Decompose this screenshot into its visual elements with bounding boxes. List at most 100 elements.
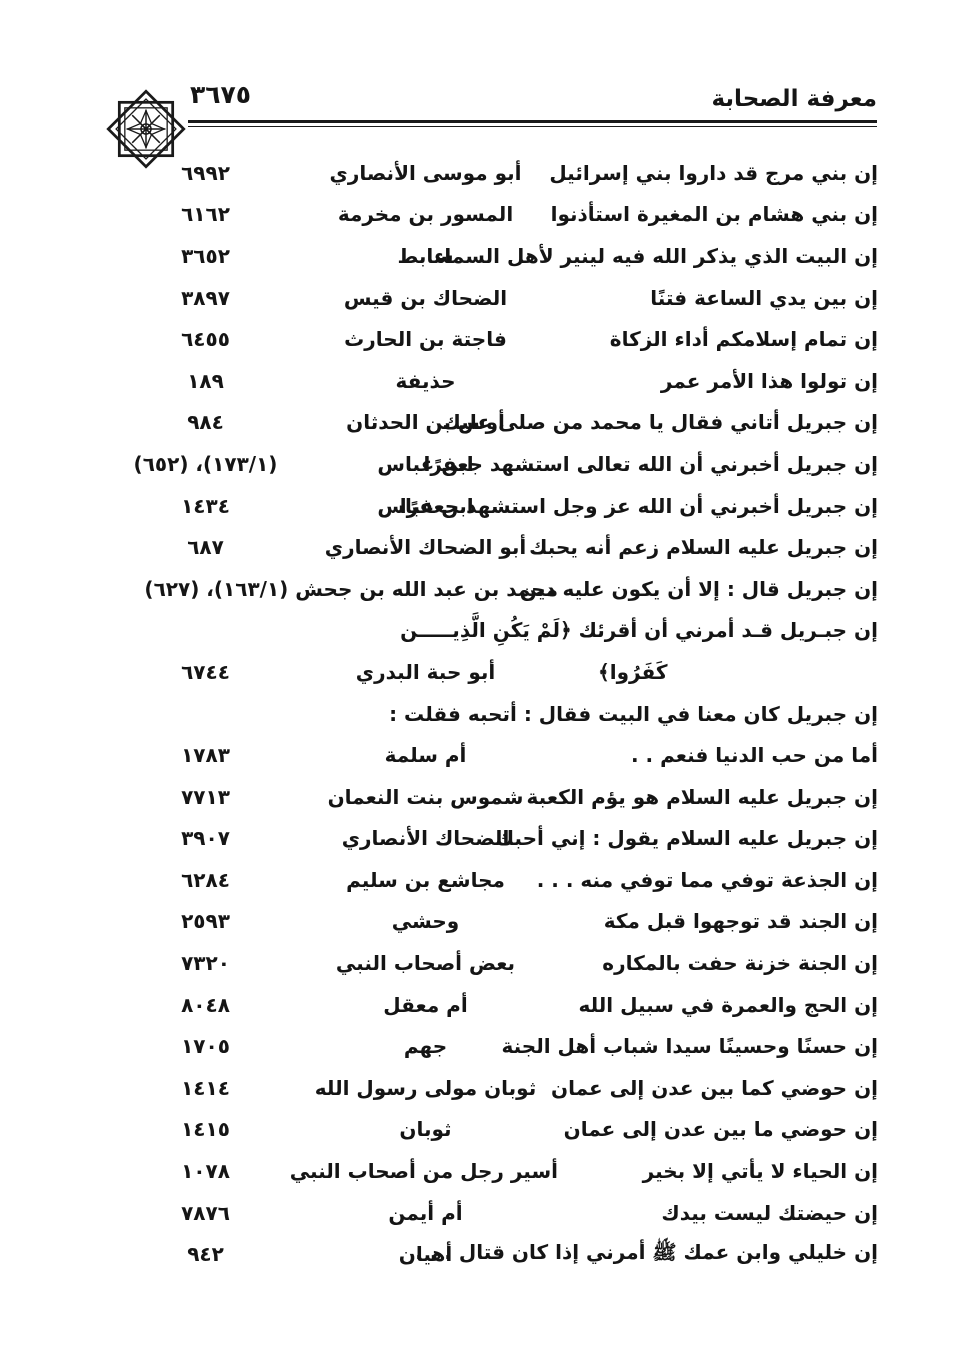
hadith-text: إن جبـريل قـد أمرني أن أقرئك ﴿لَمْ يَكُن…	[400, 618, 878, 643]
hadith-text: إن حوضي ما بين عدن إلى عمان	[563, 1117, 878, 1142]
narrator-name: جهم	[403, 1034, 448, 1059]
entry-number: ٩٨٤	[187, 410, 224, 435]
entry-number: ١٤١٥	[181, 1117, 230, 1142]
entry-number: ١٧٠٥	[181, 1034, 230, 1059]
index-row: إن جبريل أخبرني أن الله تعالى استشهد جعف…	[118, 443, 878, 485]
index-row: أما من حب الدنيا فنعم . . أم سلمة ١٧٨٣	[118, 734, 878, 776]
entry-number: ٦٢٨٤	[181, 867, 230, 892]
narrator-name: أبو موسى الأنصاري	[329, 160, 522, 185]
narrator-name: وحشي	[391, 909, 460, 934]
page-number: ٣٦٧٥	[190, 80, 252, 109]
index-row: إن بني مرج قد داروا بني إسرائيل أبو موسى …	[118, 152, 878, 194]
hadith-text: إن البيت الذي يذكر الله فيه لينير لأهل ا…	[434, 243, 878, 268]
hadith-text: إن حيضتك ليست بيدك	[661, 1200, 878, 1225]
entry-number: ١٧٨٣	[181, 743, 230, 768]
entry-number: (١٧٣/١)، (٦٥٢)	[133, 451, 278, 476]
hadith-text: إن الحج والعمرة في سبيل الله	[578, 992, 878, 1017]
hadith-text: إن بين يدي الساعة فتنًا	[650, 285, 878, 310]
hadith-text: إن خليلي وابن عمك ﷺ أمرني إذا كان قتال .…	[415, 1239, 878, 1264]
entry-number: ١٤١٤	[181, 1075, 230, 1100]
index-row: إن جبريل عليه السلام يقول : إني أحبك الضح…	[118, 818, 878, 860]
narrator-name: شموس بنت النعمان	[327, 784, 524, 809]
index-row: إن تولوا هذا الأمر عمر حذيفة ١٨٩	[118, 360, 878, 402]
index-row: إن الجنة خزنة حفت بالمكاره بعض أصحاب النب…	[118, 942, 878, 984]
hadith-text: إن حوضي كما بين عدن إلى عمان	[551, 1075, 878, 1100]
narrator-name: ثوبان	[399, 1117, 452, 1142]
narrator-name: الضحاك الأنصاري	[341, 826, 510, 851]
hadith-text: إن الجند قد توجهوا قبل مكة	[603, 909, 878, 934]
index-row: إن بين يدي الساعة فتنًا الضحاك بن قيس ٣٨٩٧	[118, 277, 878, 319]
hadith-text: إن جبريل كان معنا في البيت فقال : أتحبه …	[389, 701, 878, 726]
hadith-text: إن جبريل عليه السلام يقول : إني أحبك	[495, 826, 878, 851]
entry-number: ٢٥٩٣	[181, 909, 230, 934]
entry-number: ٦٤٥٥	[181, 327, 230, 352]
hadith-text: إن تولوا هذا الأمر عمر	[660, 368, 878, 393]
narrator-name: أوس بن الحدثان	[346, 410, 505, 435]
hadith-text: إن بني مرج قد داروا بني إسرائيل	[549, 160, 878, 185]
book-title: معرفة الصحابة	[711, 86, 877, 112]
narrator-name: سابط	[397, 243, 454, 268]
hadith-text: كَفَرُوا﴾	[598, 659, 668, 684]
index-row: إن جبريل كان معنا في البيت فقال : أتحبه …	[118, 693, 878, 735]
entry-number: ٧٣٢٠	[181, 951, 230, 976]
index-list: إن بني مرج قد داروا بني إسرائيل أبو موسى …	[118, 152, 878, 1275]
entry-number: ١٤٣٤	[181, 493, 230, 518]
narrator-name: أبو الضحاك الأنصاري	[324, 535, 527, 560]
index-row: إن حسنًا وحسينًا سيدا شباب أهل الجنة جهم ١…	[118, 1025, 878, 1067]
entry-number: ١٨٩	[187, 368, 224, 393]
narrator-name: أسير رجل من أصحاب النبي	[289, 1159, 558, 1184]
index-row: إن خليلي وابن عمك ﷺ أمرني إذا كان قتال .…	[118, 1233, 878, 1275]
index-row: إن البيت الذي يذكر الله فيه لينير لأهل ا…	[118, 235, 878, 277]
rosette-ornament	[106, 89, 186, 169]
index-row: إن جبريل أخبرني أن الله عز وجل استشهد جع…	[118, 485, 878, 527]
entry-number: ٣٩٠٧	[181, 826, 230, 851]
entry-number: ١٠٧٨	[181, 1159, 230, 1184]
entry-number: ٨٠٤٨	[181, 992, 230, 1017]
narrator-name: أم معقل	[383, 992, 468, 1017]
index-row: إن حوضي كما بين عدن إلى عمان ثوبان مولى ر…	[118, 1067, 878, 1109]
hadith-text: إن حسنًا وحسينًا سيدا شباب أهل الجنة	[501, 1034, 878, 1059]
narrator-name: مجاشع بن سليم	[346, 867, 505, 892]
hadith-text: إن جبريل أخبرني أن الله عز وجل استشهد جع…	[399, 493, 878, 518]
entry-number: ٣٨٩٧	[181, 285, 230, 310]
narrator-with-refs: محمد بن عبد الله بن جحش (١٦٣/١)، (٦٢٧)	[144, 576, 558, 601]
hadith-text: إن جبريل عليه السلام زعم أنه يحبك	[529, 535, 878, 560]
index-row: إن تمام إسلامكم أداء الزكاة فاجتة بن الحا…	[118, 318, 878, 360]
index-row: إن جبريل عليه السلام هو يؤم الكعبة شموس ب…	[118, 776, 878, 818]
hadith-text: إن جبريل عليه السلام هو يؤم الكعبة	[526, 784, 878, 809]
index-row: إن جبريل عليه السلام زعم أنه يحبك أبو الض…	[118, 526, 878, 568]
hadith-text: إن جبريل قال : إلا أن يكون عليه دين	[519, 576, 878, 601]
index-row: كَفَرُوا﴾ أبو حبة البدري ٦٧٤٤	[118, 651, 878, 693]
hadith-text: إن الجذعة توفي مما توفي منه . . .	[536, 867, 878, 892]
hadith-text: إن تمام إسلامكم أداء الزكاة	[609, 327, 878, 352]
entry-number: ٦٧٤٤	[181, 659, 230, 684]
index-row: إن جبريل قال : إلا أن يكون عليه دين محمد …	[118, 568, 878, 610]
hadith-text: إن بني هشام بن المغيرة استأذنوا	[550, 202, 878, 227]
narrator-name: المسور بن مخرمة	[337, 202, 514, 227]
narrator-name: ثوبان مولى رسول الله	[314, 1075, 537, 1100]
index-row: إن الحج والعمرة في سبيل الله أم معقل ٨٠٤٨	[118, 984, 878, 1026]
entry-number: ٣٦٥٢	[181, 243, 230, 268]
hadith-text: أما من حب الدنيا فنعم . .	[630, 743, 878, 768]
index-row: إن جبـريل قـد أمرني أن أقرئك ﴿لَمْ يَكُن…	[118, 610, 878, 652]
index-row: إن حوضي ما بين عدن إلى عمان ثوبان ١٤١٥	[118, 1109, 878, 1151]
narrator-name: أبو حبة البدري	[355, 659, 496, 684]
entry-number: ٦١٦٢	[181, 202, 230, 227]
index-row: إن حيضتك ليست بيدك أم أيمن ٧٨٧٦	[118, 1192, 878, 1234]
narrator-name: أم أيمن	[388, 1200, 463, 1225]
header-rule	[188, 120, 877, 127]
narrator-name: أم سلمة	[384, 743, 467, 768]
index-row: إن الحياء لا يأتي إلا بخير أسير رجل من أص…	[118, 1150, 878, 1192]
entry-number: ٦٩٩٢	[181, 160, 230, 185]
narrator-name: ابن عباس	[377, 451, 474, 476]
hadith-text: إن الجنة خزنة حفت بالمكاره	[602, 951, 878, 976]
narrator-name: أهيان	[398, 1242, 453, 1267]
narrator-name: فاجتة بن الحارث	[344, 327, 507, 352]
index-row: إن جبريل أتاني فقال يا محمد من صلى عليك أ…	[118, 402, 878, 444]
narrator-name: بعض أصحاب النبي	[335, 951, 516, 976]
narrator-name: الضحاك بن قيس	[343, 285, 508, 310]
index-row: إن الجذعة توفي مما توفي منه . . . مجاشع ب…	[118, 859, 878, 901]
entry-number: ٧٧١٣	[181, 784, 230, 809]
entry-number: ٩٤٢	[187, 1242, 224, 1267]
